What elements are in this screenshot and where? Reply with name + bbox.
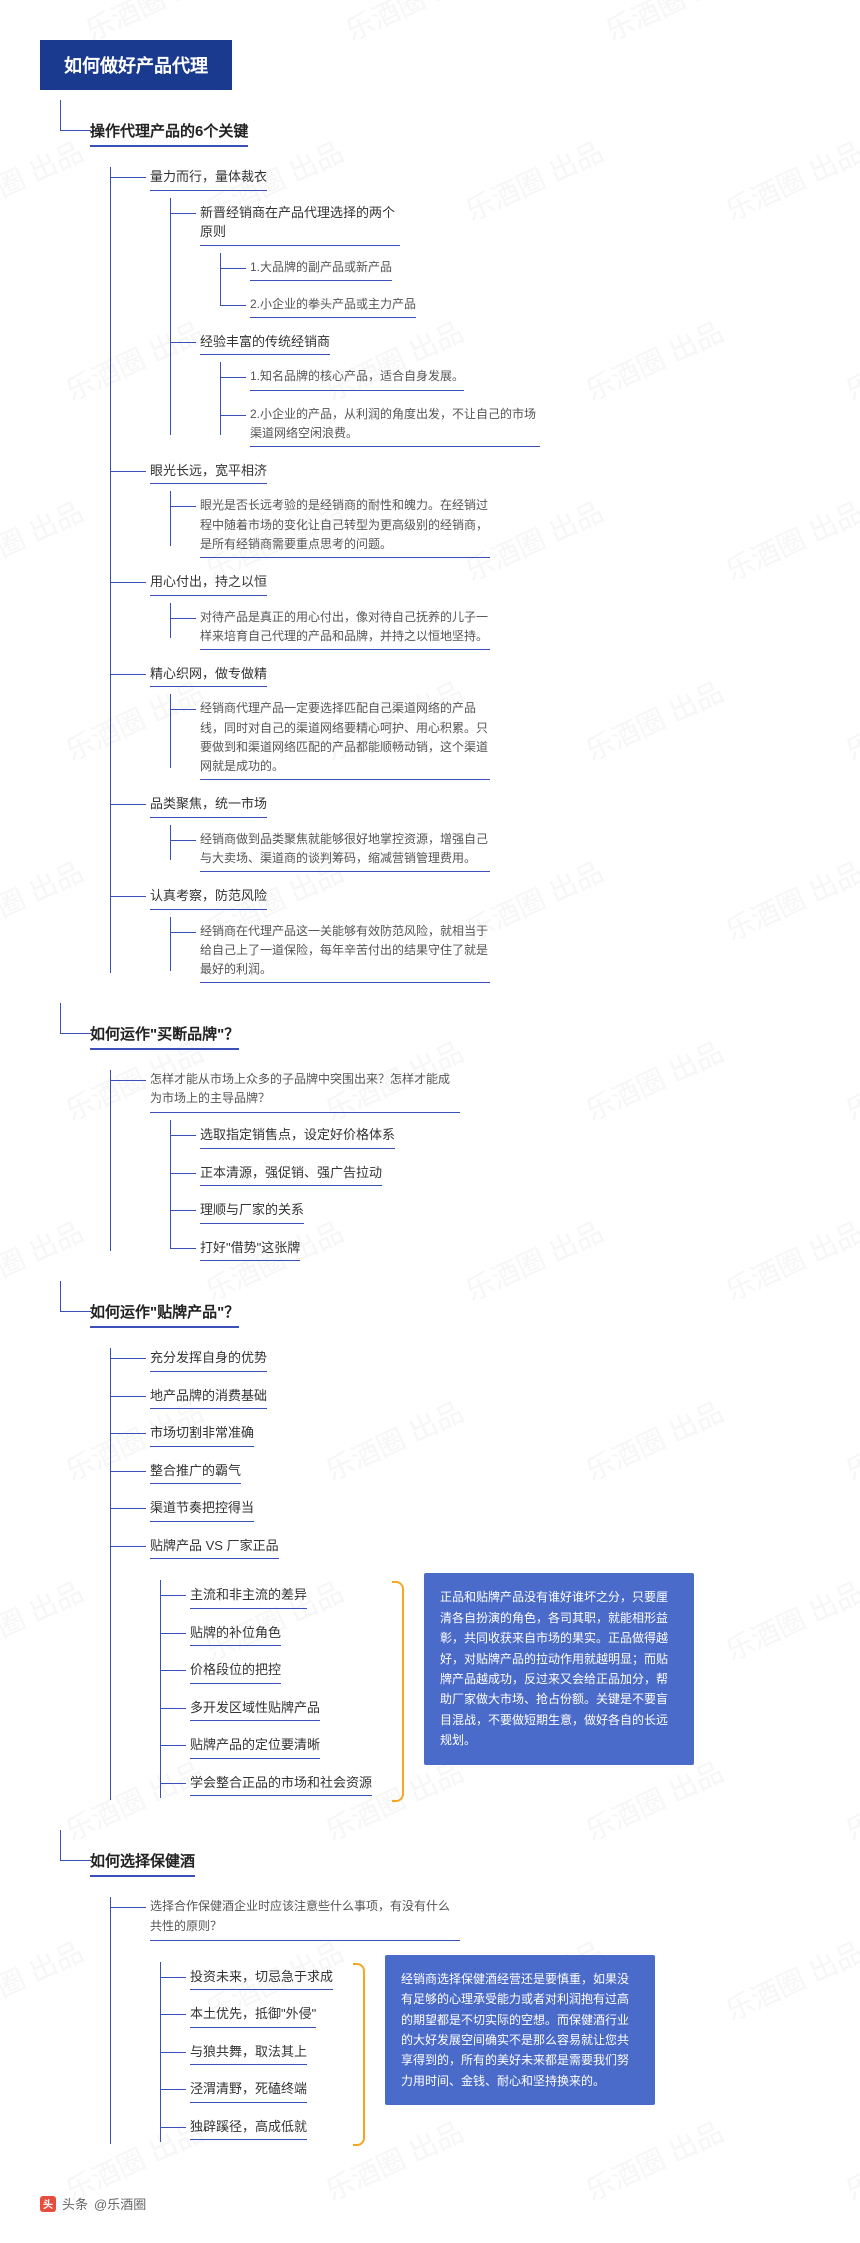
section-title: 操作代理产品的6个关键 (90, 120, 248, 147)
node-label: 地产品牌的消费基础 (150, 1386, 267, 1410)
node-label: 与狼共舞，取法其上 (190, 2042, 307, 2066)
node-desc: 经销商做到品类聚焦就能够很好地掌控资源，增强自己与大卖场、渠道商的谈判筹码，缩减… (200, 830, 490, 872)
node-label: 整合推广的霸气 (150, 1461, 241, 1485)
node-label: 渠道节奏把控得当 (150, 1498, 254, 1522)
source-icon: 头 (40, 2196, 56, 2212)
section-title: 如何选择保健酒 (90, 1850, 195, 1877)
node-label: 独辟蹊径，高成低就 (190, 2117, 307, 2141)
node-label: 多开发区域性贴牌产品 (190, 1698, 320, 1722)
section-intro: 选择合作保健酒企业时应该注意些什么事项，有没有什么共性的原则？ (150, 1897, 460, 1940)
node-desc: 眼光是否长远考验的是经销商的耐性和魄力。在经销过程中随着市场的变化让自己转型为更… (200, 496, 490, 558)
node-label: 新晋经销商在产品代理选择的两个原则 (200, 203, 400, 246)
root-title: 如何做好产品代理 (40, 40, 232, 90)
node-label: 充分发挥自身的优势 (150, 1348, 267, 1372)
footer-source: 头 头条 @乐酒圈 (40, 2194, 820, 2213)
node-label: 贴牌产品 VS 厂家正品 (150, 1536, 279, 1560)
node-label: 正本清源，强促销、强广告拉动 (200, 1163, 382, 1187)
bracket-icon (392, 1581, 404, 1802)
node-label: 学会整合正品的市场和社会资源 (190, 1773, 372, 1797)
node-label: 打好"借势"这张牌 (200, 1238, 300, 1262)
callout-box: 经销商选择保健酒经营还是要慎重，如果没有足够的心理承受能力或者对利润抱有过高的期… (385, 1955, 655, 2105)
node-label: 1.大品牌的副产品或新产品 (250, 258, 392, 281)
callout-box: 正品和贴牌产品没有谁好谁坏之分，只要厘清各自扮演的角色，各司其职，就能相形益彰，… (424, 1573, 694, 1764)
node-label: 泾渭清野，死磕终端 (190, 2079, 307, 2103)
node-label: 经验丰富的传统经销商 (200, 332, 330, 356)
source-prefix: 头条 (62, 2194, 88, 2213)
node-label: 2.小企业的拳头产品或主力产品 (250, 295, 416, 318)
section-intro: 怎样才能从市场上众多的子品牌中突围出来？怎样才能成为市场上的主导品牌？ (150, 1070, 460, 1113)
node-label: 用心付出，持之以恒 (150, 572, 267, 596)
node-label: 市场切割非常准确 (150, 1423, 254, 1447)
node-label: 主流和非主流的差异 (190, 1585, 307, 1609)
node-label: 贴牌的补位角色 (190, 1623, 281, 1647)
node-label: 2.小企业的产品，从利润的角度出发，不让自己的市场渠道网络空闲浪费。 (250, 405, 540, 447)
node-label: 1.知名品牌的核心产品，适合自身发展。 (250, 367, 464, 390)
section-title: 如何运作"贴牌产品"？ (90, 1301, 239, 1328)
section-title: 如何运作"买断品牌"？ (90, 1023, 239, 1050)
node-label: 贴牌产品的定位要清晰 (190, 1735, 320, 1759)
node-desc: 对待产品是真正的用心付出，像对待自己抚养的儿子一样来培育自己代理的产品和品牌，并… (200, 608, 490, 650)
node-label: 理顺与厂家的关系 (200, 1200, 304, 1224)
node-label: 认真考察，防范风险 (150, 886, 267, 910)
node-label: 选取指定销售点，设定好价格体系 (200, 1125, 395, 1149)
node-label: 投资未来，切忌急于求成 (190, 1967, 333, 1991)
node-label: 本土优先，抵御"外侵" (190, 2004, 316, 2028)
node-label: 价格段位的把控 (190, 1660, 281, 1684)
node-label: 眼光长远，宽平相济 (150, 461, 267, 485)
node-label: 量力而行，量体裁衣 (150, 167, 267, 191)
bracket-icon (353, 1963, 365, 2147)
node-label: 精心织网，做专做精 (150, 664, 267, 688)
node-label: 品类聚焦，统一市场 (150, 794, 267, 818)
source-name: @乐酒圈 (94, 2194, 146, 2213)
node-desc: 经销商代理产品一定要选择匹配自己渠道网络的产品线，同时对自己的渠道网络要精心呵护… (200, 699, 490, 780)
node-desc: 经销商在代理产品这一关能够有效防范风险，就相当于给自己上了一道保险，每年辛苦付出… (200, 922, 490, 984)
